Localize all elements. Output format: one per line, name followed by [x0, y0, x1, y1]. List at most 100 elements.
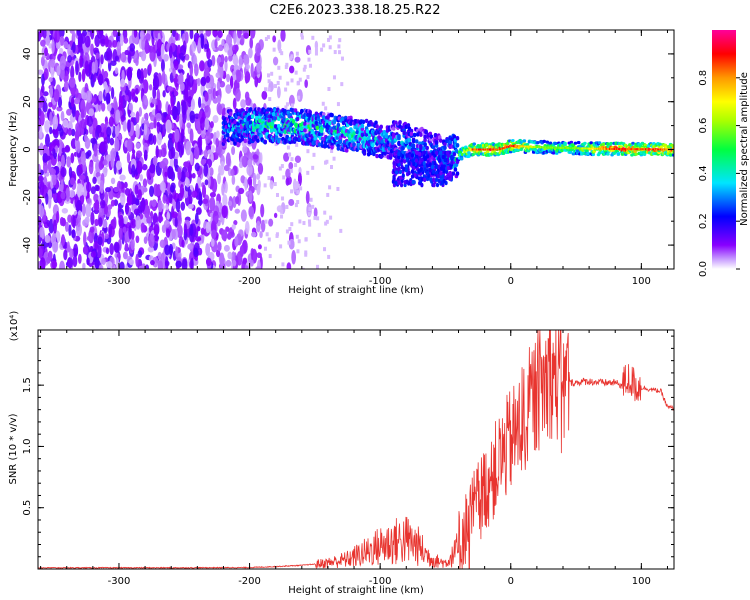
- noise-cell: [223, 165, 230, 172]
- noise-cell: [221, 183, 225, 196]
- noise-cell: [243, 54, 248, 61]
- signal-cell: [328, 120, 332, 126]
- signal-cell: [415, 150, 419, 156]
- noise-cell: [211, 145, 215, 153]
- signal-cell: [439, 166, 444, 171]
- noise-cell: [203, 163, 209, 177]
- noise-cell: [221, 229, 228, 241]
- noise-cell: [279, 244, 283, 249]
- signal-core: [564, 146, 567, 149]
- x-tick-label: -100: [369, 576, 392, 587]
- signal-cell: [388, 152, 393, 157]
- signal-cell: [419, 132, 423, 137]
- noise-cell: [315, 264, 319, 269]
- signal-cell: [448, 139, 452, 145]
- signal-core: [636, 148, 639, 151]
- noise-cell: [285, 168, 291, 179]
- signal-core: [528, 145, 530, 148]
- noise-cell: [126, 151, 131, 164]
- noise-cell: [184, 31, 189, 44]
- signal-core: [613, 147, 615, 150]
- noise-cell: [143, 68, 148, 79]
- noise-cell: [105, 47, 113, 61]
- signal-cell: [405, 179, 409, 184]
- signal-core: [631, 148, 633, 151]
- noise-cell: [252, 172, 257, 188]
- signal-cell: [338, 139, 343, 145]
- signal-cell: [394, 180, 398, 186]
- noise-cell: [187, 203, 194, 209]
- signal-cell: [434, 143, 439, 148]
- signal-cell: [434, 140, 439, 145]
- noise-cell: [278, 49, 282, 54]
- signal-core: [616, 148, 618, 151]
- signal-cell: [585, 149, 589, 153]
- noise-cell: [181, 100, 187, 116]
- noise-cell: [38, 99, 44, 109]
- noise-cell: [211, 55, 216, 67]
- noise-cell: [217, 241, 222, 252]
- noise-cell: [99, 34, 106, 47]
- noise-cell: [60, 110, 65, 122]
- signal-cell: [418, 151, 422, 157]
- noise-cell: [290, 189, 294, 194]
- signal-core: [546, 146, 548, 149]
- signal-core: [495, 148, 497, 151]
- noise-cell: [134, 184, 139, 195]
- signal-core: [567, 147, 570, 150]
- noise-cell: [283, 152, 290, 162]
- signal-core: [607, 147, 610, 150]
- noise-cell: [289, 56, 293, 61]
- noise-cell: [296, 89, 303, 103]
- signal-cell: [324, 143, 328, 149]
- signal-core: [597, 147, 599, 150]
- signal-core: [647, 148, 650, 151]
- noise-cell: [136, 160, 143, 174]
- noise-cell: [185, 140, 192, 156]
- signal-core: [496, 148, 498, 151]
- signal-core: [603, 147, 605, 150]
- noise-cell: [114, 67, 119, 75]
- noise-cell: [306, 75, 310, 80]
- noise-cell: [165, 203, 169, 210]
- noise-cell: [180, 171, 186, 183]
- y-tick-label: -20: [22, 189, 33, 205]
- noise-cell: [118, 226, 123, 240]
- noise-cell: [94, 240, 99, 252]
- signal-core: [527, 145, 530, 148]
- noise-cell: [157, 99, 162, 112]
- noise-cell: [300, 35, 304, 40]
- noise-cell: [240, 34, 245, 46]
- noise-cell: [69, 76, 76, 89]
- noise-cell: [324, 221, 328, 226]
- noise-cell: [140, 197, 146, 212]
- noise-cell: [58, 143, 62, 157]
- noise-cell: [197, 37, 202, 51]
- noise-cell: [110, 87, 115, 100]
- signal-cell: [316, 117, 321, 122]
- noise-cell: [100, 131, 104, 138]
- noise-cell: [153, 183, 159, 197]
- noise-cell: [167, 182, 171, 195]
- signal-cell: [418, 160, 422, 165]
- signal-core: [537, 146, 539, 149]
- signal-core: [500, 147, 502, 150]
- noise-cell: [204, 117, 210, 130]
- noise-cell: [142, 178, 148, 188]
- signal-core: [581, 147, 583, 150]
- noise-cell: [173, 90, 179, 97]
- noise-cell: [233, 30, 237, 45]
- noise-cell: [67, 127, 72, 136]
- signal-core: [569, 147, 571, 150]
- signal-cell: [317, 142, 322, 147]
- signal-cell: [467, 154, 471, 158]
- noise-cell: [118, 214, 124, 229]
- noise-cell: [285, 229, 289, 234]
- noise-cell: [149, 164, 156, 174]
- noise-cell: [326, 192, 330, 197]
- signal-cell: [433, 153, 437, 158]
- noise-cell: [245, 64, 250, 70]
- noise-cell: [103, 137, 108, 145]
- noise-cell: [216, 81, 221, 91]
- noise-cell: [222, 194, 228, 207]
